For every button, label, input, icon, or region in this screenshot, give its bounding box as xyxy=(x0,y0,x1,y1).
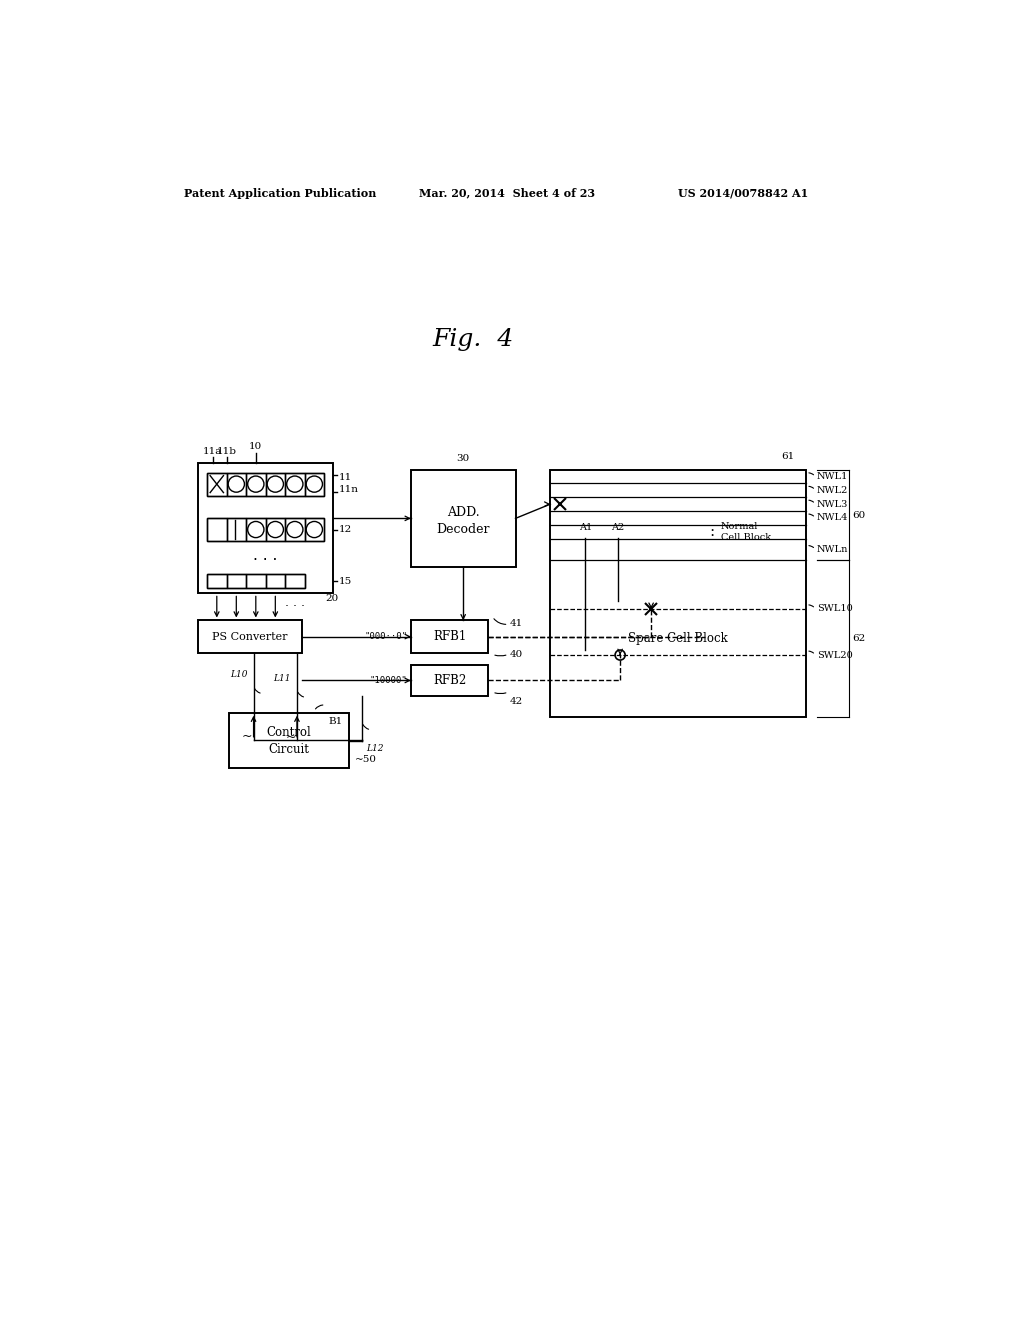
Bar xyxy=(207,574,304,589)
Text: B1: B1 xyxy=(329,717,343,726)
Text: "10000": "10000" xyxy=(370,676,407,685)
Text: A2: A2 xyxy=(611,523,625,532)
Text: L12: L12 xyxy=(366,743,383,752)
Bar xyxy=(198,462,334,594)
Bar xyxy=(198,620,302,653)
Text: NWL2: NWL2 xyxy=(817,486,848,495)
Bar xyxy=(246,473,265,496)
Bar xyxy=(265,574,285,589)
Text: 41: 41 xyxy=(510,619,523,628)
Bar xyxy=(228,713,349,768)
Text: L10: L10 xyxy=(229,669,248,678)
Text: Mar. 20, 2014  Sheet 4 of 23: Mar. 20, 2014 Sheet 4 of 23 xyxy=(419,187,595,198)
Bar xyxy=(226,517,246,541)
Text: Normal: Normal xyxy=(721,521,758,531)
Text: · · ·: · · · xyxy=(285,601,305,614)
Text: ADD.: ADD. xyxy=(446,506,479,519)
Text: Fig.  4: Fig. 4 xyxy=(432,327,513,351)
Bar xyxy=(411,470,515,566)
Bar xyxy=(285,473,304,496)
Text: 11: 11 xyxy=(339,473,352,482)
Bar xyxy=(246,574,265,589)
Text: L11: L11 xyxy=(273,673,291,682)
Text: 15: 15 xyxy=(339,577,352,586)
Text: Patent Application Publication: Patent Application Publication xyxy=(183,187,376,198)
Text: 20: 20 xyxy=(326,594,339,603)
Text: 40: 40 xyxy=(510,649,523,659)
Bar xyxy=(265,517,285,541)
Bar xyxy=(207,517,226,541)
Text: 10: 10 xyxy=(249,442,262,451)
Bar xyxy=(207,473,226,496)
Bar xyxy=(285,517,304,541)
Text: 60: 60 xyxy=(853,511,866,520)
Bar xyxy=(226,574,246,589)
Bar xyxy=(550,470,806,717)
Bar xyxy=(207,473,324,496)
Bar xyxy=(411,665,488,696)
Text: "000··0": "000··0" xyxy=(364,632,407,642)
Text: NWLn: NWLn xyxy=(817,545,848,554)
Text: Decoder: Decoder xyxy=(436,524,489,536)
Text: ~: ~ xyxy=(242,730,253,742)
Bar xyxy=(207,517,324,541)
Text: :: : xyxy=(709,525,714,539)
Bar xyxy=(285,574,304,589)
Bar xyxy=(304,473,324,496)
Text: A1: A1 xyxy=(579,523,592,532)
Text: 11b: 11b xyxy=(216,447,237,457)
Text: PS Converter: PS Converter xyxy=(212,631,288,642)
Bar xyxy=(246,517,265,541)
Text: 12: 12 xyxy=(339,525,352,535)
Bar xyxy=(226,473,246,496)
Bar xyxy=(265,473,285,496)
Text: ~: ~ xyxy=(286,731,296,744)
Text: 30: 30 xyxy=(457,454,470,462)
Text: Control: Control xyxy=(266,726,311,739)
Text: RFB1: RFB1 xyxy=(433,630,466,643)
Text: 42: 42 xyxy=(510,697,523,706)
Text: Cell Block: Cell Block xyxy=(721,533,771,541)
Text: Spare Cell Block: Spare Cell Block xyxy=(629,632,728,645)
Bar xyxy=(207,574,226,589)
Text: 62: 62 xyxy=(853,634,866,643)
Text: 61: 61 xyxy=(781,451,795,461)
Text: Circuit: Circuit xyxy=(268,743,309,756)
Bar xyxy=(411,620,488,653)
Text: NWL4: NWL4 xyxy=(817,513,848,523)
Bar xyxy=(304,517,324,541)
Text: 11a: 11a xyxy=(203,447,222,457)
Text: · · ·: · · · xyxy=(253,553,278,568)
Text: NWL1: NWL1 xyxy=(817,473,848,482)
Text: SWL10: SWL10 xyxy=(817,605,853,614)
Text: RFB2: RFB2 xyxy=(433,675,466,686)
Text: SWL20: SWL20 xyxy=(817,651,853,660)
Text: NWL3: NWL3 xyxy=(817,500,848,508)
Text: US 2014/0078842 A1: US 2014/0078842 A1 xyxy=(678,187,809,198)
Text: ~50: ~50 xyxy=(355,755,377,764)
Text: 11n: 11n xyxy=(339,486,358,494)
